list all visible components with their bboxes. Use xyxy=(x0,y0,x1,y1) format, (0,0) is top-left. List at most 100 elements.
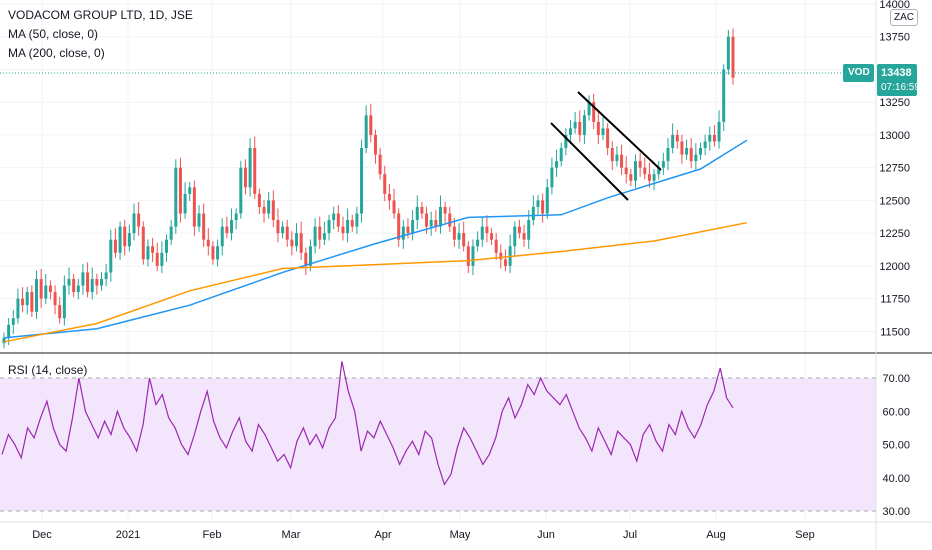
candle-body xyxy=(95,278,99,286)
chart-title: VODACOM GROUP LTD, 1D, JSE xyxy=(8,8,193,22)
candle-body xyxy=(355,213,359,227)
candle-body xyxy=(308,246,312,266)
price-tick-label: 13750 xyxy=(879,32,910,44)
candle-body xyxy=(476,239,480,247)
price-scale[interactable]: 11500 11750 12000 12250 12500 12750 13000 13250… xyxy=(879,0,910,338)
candle-body xyxy=(559,148,563,162)
candle-body xyxy=(485,226,489,234)
time-tick-label: Jul xyxy=(623,529,637,541)
price-tick-label: 13000 xyxy=(879,130,910,142)
candle-body xyxy=(480,226,484,240)
candle-body xyxy=(643,167,647,175)
candle-body xyxy=(183,193,187,214)
candle-body xyxy=(192,187,196,227)
candle-body xyxy=(248,148,252,188)
time-scale[interactable]: Dec 2021 Feb Mar Apr May Jun Jul Aug Sep xyxy=(32,529,815,541)
candle-body xyxy=(262,206,266,214)
candle-body xyxy=(155,252,159,266)
candle-body xyxy=(25,292,29,306)
candle-body xyxy=(411,220,415,234)
candle-body xyxy=(239,167,243,214)
channel-trendlines[interactable] xyxy=(550,91,662,201)
price-tick-label: 12250 xyxy=(879,228,910,240)
time-tick-label: May xyxy=(450,529,471,541)
price-tick-label: 13250 xyxy=(879,97,910,109)
candle-body xyxy=(578,121,582,135)
candle-body xyxy=(522,233,526,240)
time-tick-label: Dec xyxy=(32,529,52,541)
rsi-scale[interactable]: 30.00 40.00 50.00 60.00 70.00 xyxy=(882,373,910,518)
currency-button[interactable]: ZAC xyxy=(890,9,918,26)
candle-body xyxy=(517,226,521,234)
candle-body xyxy=(666,148,670,162)
candle-body xyxy=(448,213,452,227)
ma50-legend[interactable]: MA (50, close, 0) xyxy=(8,27,99,41)
candle-body xyxy=(647,174,651,181)
symbol-tag-label: VOD xyxy=(848,67,870,78)
rsi-line xyxy=(1,361,734,486)
candle-body xyxy=(606,128,610,149)
candle-body xyxy=(346,220,350,234)
price-tick-label: 12000 xyxy=(879,261,910,273)
candle-body xyxy=(304,252,308,266)
candle-body xyxy=(151,246,155,253)
candle-body xyxy=(555,161,559,168)
candle-body xyxy=(2,337,6,344)
candle-body xyxy=(197,213,201,227)
candle-body xyxy=(610,148,614,162)
candle-body xyxy=(415,206,419,221)
candle-body xyxy=(44,285,48,299)
candle-body xyxy=(206,239,210,247)
channel-upper-line[interactable] xyxy=(577,91,662,171)
candle-body xyxy=(373,134,377,155)
candle-body xyxy=(118,226,122,253)
ma200-legend[interactable]: MA (200, close, 0) xyxy=(8,46,105,60)
candle-body xyxy=(299,233,303,253)
rsi-legend[interactable]: RSI (14, close) xyxy=(8,363,88,377)
candle-body xyxy=(513,226,517,247)
candle-body xyxy=(457,233,461,240)
candle-body xyxy=(629,174,633,181)
candle-body xyxy=(661,161,665,168)
candle-body xyxy=(11,318,15,325)
candle-body xyxy=(234,213,238,221)
channel-lower-line[interactable] xyxy=(550,122,629,201)
candle-body xyxy=(35,278,39,312)
candle-body xyxy=(178,167,182,214)
candle-body xyxy=(434,220,438,227)
candle-body xyxy=(285,226,289,240)
candle-body xyxy=(30,292,34,312)
time-tick-label: Apr xyxy=(374,529,391,541)
candle-body xyxy=(58,305,62,319)
candle-body xyxy=(499,252,503,260)
candle-body xyxy=(731,36,735,78)
time-tick-label: Feb xyxy=(203,529,222,541)
symbol-tag: VOD xyxy=(843,64,874,82)
ma50-line xyxy=(3,139,748,339)
price-tick-label: 11500 xyxy=(880,326,910,338)
rsi-tick-label: 30.00 xyxy=(882,506,910,518)
candle-body xyxy=(230,220,234,234)
candle-body xyxy=(708,134,712,142)
candle-body xyxy=(582,115,586,135)
last-price-value: 13438 xyxy=(881,67,912,79)
candle-body xyxy=(350,220,354,227)
candle-body xyxy=(132,213,136,234)
candle-body xyxy=(137,213,141,227)
price-tick-label: 14000 xyxy=(879,0,910,11)
candle-body xyxy=(462,233,466,247)
candle-body xyxy=(383,174,387,194)
candle-body xyxy=(601,128,605,135)
candle-body xyxy=(420,206,424,214)
candle-body xyxy=(698,148,702,155)
candle-body xyxy=(327,220,331,234)
candle-body xyxy=(712,134,716,142)
candle-body xyxy=(67,278,71,286)
candle-body xyxy=(694,154,698,162)
candle-body xyxy=(401,226,405,240)
candle-body xyxy=(425,213,429,227)
candle-body xyxy=(703,141,707,149)
candle-body xyxy=(438,206,442,227)
rsi-tick-label: 60.00 xyxy=(882,406,910,418)
